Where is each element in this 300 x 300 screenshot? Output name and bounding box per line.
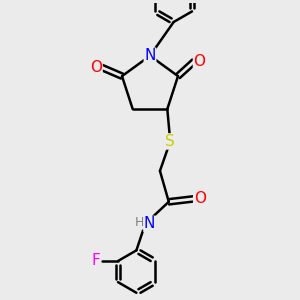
Text: F: F xyxy=(92,254,100,268)
Text: O: O xyxy=(194,54,206,69)
Text: S: S xyxy=(165,134,175,149)
Text: N: N xyxy=(144,48,156,63)
Text: N: N xyxy=(144,216,155,231)
Text: O: O xyxy=(90,60,102,75)
Text: H: H xyxy=(134,216,144,229)
Text: O: O xyxy=(194,191,206,206)
